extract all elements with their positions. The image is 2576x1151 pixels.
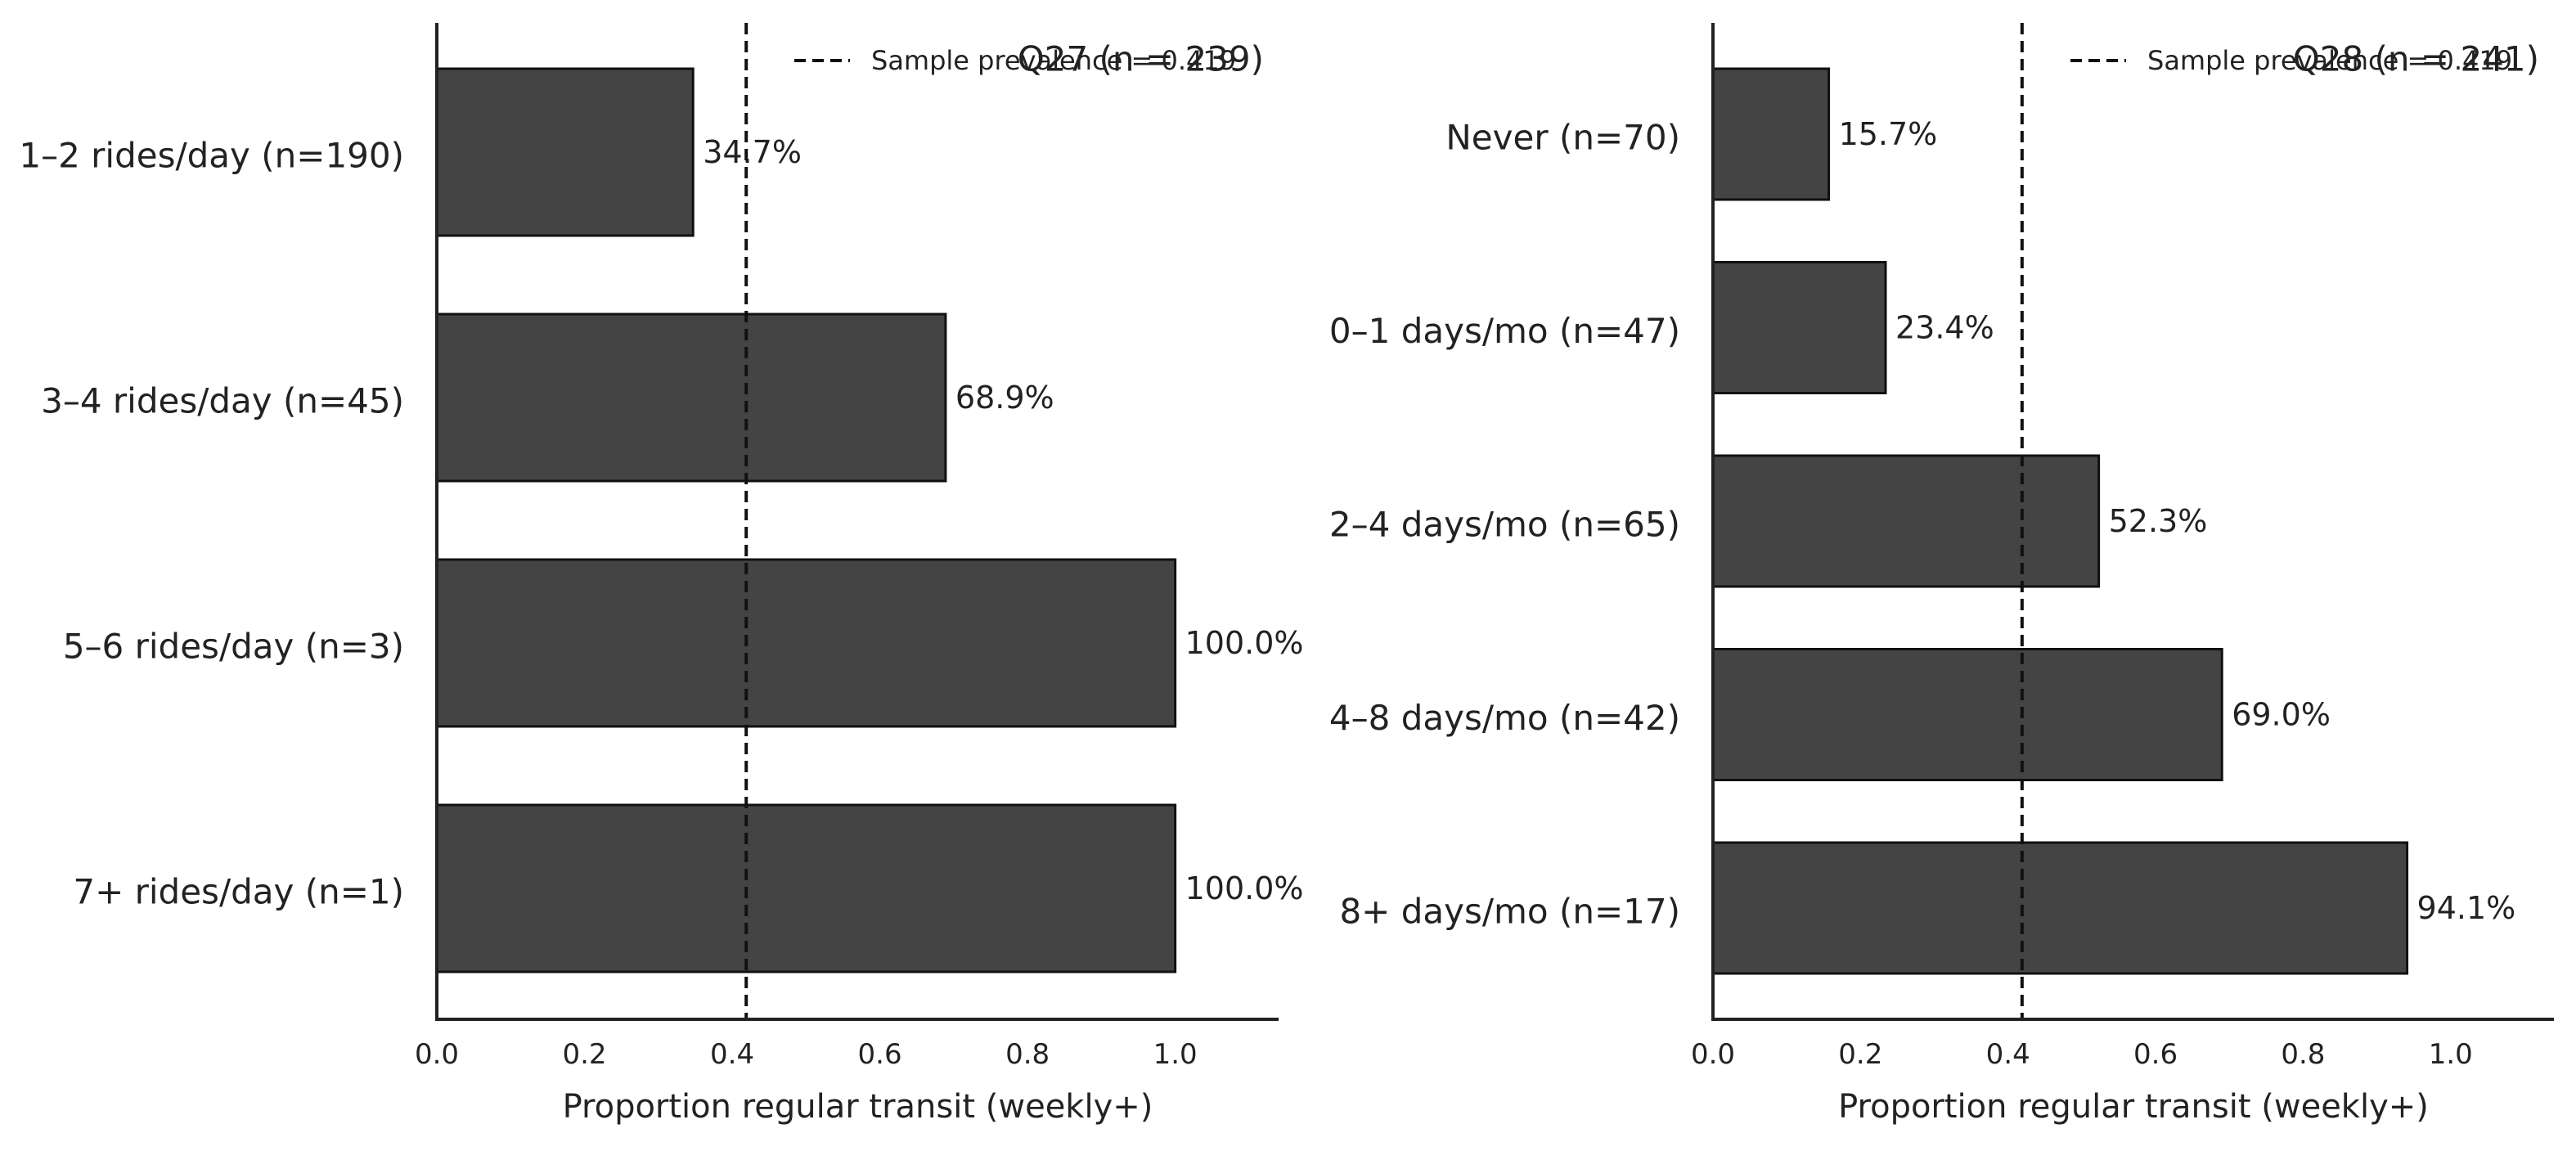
bar-value-label: 15.7% xyxy=(1839,116,1938,152)
chart-panel-q28: 15.7% Never (n=70) 23.4% 0–1 days/mo (n=47)… xyxy=(1329,23,2554,1126)
bar xyxy=(1711,454,2101,588)
bar-value-label: 52.3% xyxy=(2109,503,2208,539)
bar-value-label: 34.7% xyxy=(703,134,802,170)
x-tick-label: 0.8 xyxy=(1005,1038,1050,1071)
x-axis-label: Proportion regular transit (weekly+) xyxy=(1838,1088,2429,1126)
x-tick-label: 0.8 xyxy=(2281,1038,2325,1071)
chart-panel-q27: 34.7% 1–2 rides/day (n=190) 68.9% 3–4 rides… xyxy=(19,23,1304,1126)
legend-label: Sample prevalence = 0.419 xyxy=(2147,45,2512,76)
bar-value-label: 100.0% xyxy=(1185,625,1304,661)
bar-value-label: 69.0% xyxy=(2232,697,2331,733)
x-tick-label: 0.2 xyxy=(562,1038,606,1071)
bar-value-label: 94.1% xyxy=(2417,890,2516,926)
bar xyxy=(1711,67,1831,201)
bar xyxy=(435,803,1177,973)
category-label: 5–6 rides/day (n=3) xyxy=(63,627,404,667)
category-label: 7+ rides/day (n=1) xyxy=(73,872,404,912)
x-tick-label: 1.0 xyxy=(1153,1038,1198,1071)
bar xyxy=(1711,841,2409,975)
x-axis-label: Proportion regular transit (weekly+) xyxy=(563,1088,1153,1126)
x-tick-label: 0.4 xyxy=(1986,1038,2030,1071)
bar xyxy=(435,312,947,483)
x-tick-label: 0.6 xyxy=(2133,1038,2178,1071)
bar xyxy=(435,67,695,237)
x-tick-label: 0.0 xyxy=(1691,1038,1735,1071)
x-tick-label: 0.2 xyxy=(1838,1038,1882,1071)
bar-value-label: 68.9% xyxy=(955,380,1054,416)
category-label: 3–4 rides/day (n=45) xyxy=(41,381,404,421)
category-label: 1–2 rides/day (n=190) xyxy=(19,136,404,176)
bar xyxy=(1711,648,2223,781)
bar xyxy=(435,558,1177,728)
bar xyxy=(1711,261,1887,394)
category-label: 2–4 days/mo (n=65) xyxy=(1329,505,1680,545)
x-tick-label: 0.4 xyxy=(710,1038,754,1071)
x-tick-label: 1.0 xyxy=(2429,1038,2473,1071)
category-label: Never (n=70) xyxy=(1445,118,1680,158)
bar-value-label: 23.4% xyxy=(1895,310,1994,346)
bar-value-label: 100.0% xyxy=(1185,870,1304,906)
x-tick-label: 0.6 xyxy=(858,1038,902,1071)
category-label: 8+ days/mo (n=17) xyxy=(1339,892,1680,932)
chart-title: Q28 (n = 241) xyxy=(2293,39,2539,79)
x-tick-label: 0.0 xyxy=(415,1038,459,1071)
legend-label: Sample prevalence = 0.419 xyxy=(871,45,1236,76)
chart-title: Q27 (n = 239) xyxy=(1018,39,1264,79)
category-label: 4–8 days/mo (n=42) xyxy=(1329,698,1680,738)
category-label: 0–1 days/mo (n=47) xyxy=(1329,311,1680,351)
